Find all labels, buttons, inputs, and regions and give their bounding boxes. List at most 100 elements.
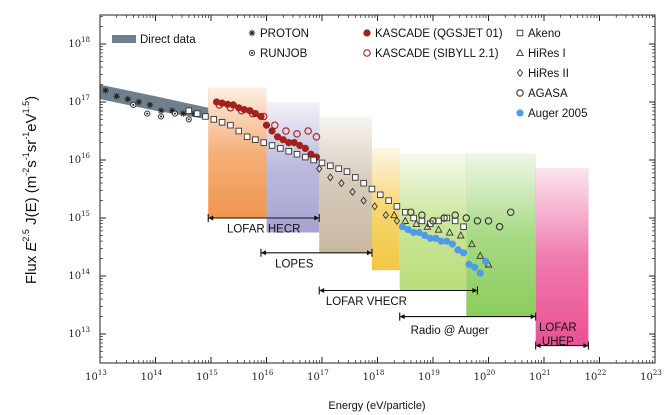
point-akeno-3 [210,116,218,123]
point-akeno-7 [243,133,251,141]
point-hires-ii-1 [327,173,334,182]
region-label-1-0: LOPES [275,258,314,270]
point-kascade-sibyll-2-1--7 [293,130,301,138]
point-kascade-qgsjet-01--4 [235,104,243,112]
legend-marker-6 [516,48,524,57]
point-auger-2005-6 [432,234,440,242]
x-tick-label-16: 1016 [252,369,274,383]
y-axis-title-ev-exp: 1.5 [21,101,31,114]
point-auger-2005-14 [476,269,484,277]
point-hires-ii-3 [349,187,356,197]
point-akeno-12 [285,148,292,155]
point-kascade-sibyll-2-1--2 [237,106,246,115]
point-runjob-2 [157,113,165,120]
point-auger-2005-4 [421,231,429,239]
y-axis-title: Flux E2.5 J(E) (m-2s-1sr-1eV1.5) [21,96,40,284]
point-auger-2005-3 [415,228,423,237]
legend-marker-5 [516,29,524,37]
point-auger-2005-8 [443,237,451,245]
point-akeno-17 [327,162,334,170]
point-hires-i-8 [476,251,485,259]
legend-marker-2 [248,49,256,57]
point-auger-2005-11 [459,249,468,257]
point-proton-4 [146,101,154,109]
y-tick-label-18: 1018 [68,36,90,50]
region-fade-1 [266,102,320,233]
point-akeno-2 [202,113,209,120]
point-hires-i-3 [423,222,432,230]
point-proton-0 [102,87,109,94]
point-proton-1 [113,93,120,100]
point-agasa-1 [418,211,426,219]
point-akeno-15 [310,156,317,164]
point-agasa-0 [407,208,415,216]
x-tick-label-13: 1013 [85,369,107,383]
point-kascade-qgsjet-01--10 [268,127,276,135]
point-akeno-9 [260,139,267,146]
y-axis-title-sr: sr [23,140,40,153]
point-akeno-19 [343,168,351,175]
point-kascade-sibyll-2-1--9 [312,133,321,141]
point-kascade-sibyll-2-1--3 [248,109,257,118]
region-label-0-0: LOFAR HECR [227,224,301,236]
legend-marker-4 [363,49,371,57]
point-kascade-qgsjet-01--3 [229,101,237,109]
legend-marker-9 [516,109,524,117]
region-label-6-0: LOFAR [539,322,577,334]
point-agasa-9 [506,208,515,216]
point-hires-i-0 [390,210,399,219]
x-tick-label-17: 1017 [307,369,329,383]
point-auger-2005-0 [398,223,407,231]
legend-marker-8 [516,89,524,97]
y-axis-title-s: s [23,160,40,168]
point-akeno-1 [193,110,201,117]
legend-label-3: KASCADE (QGSJET 01) [375,28,503,40]
point-kascade-qgsjet-01--13 [285,139,293,147]
point-kascade-sibyll-2-1--8 [304,127,312,135]
point-akeno-23 [377,191,384,199]
point-hires-ii-5 [371,202,378,211]
point-kascade-qgsjet-01--2 [224,100,232,108]
y-tick-label-14: 1014 [68,268,90,282]
region-fade-6 [535,168,589,346]
point-auger-2005-5 [426,234,434,242]
point-auger-2005-13 [471,263,479,271]
y-axis-title-e: E [23,241,40,252]
x-tick-label-23: 1023 [640,369,662,383]
region-label-5-0: Radio @ Auger [411,325,489,337]
region-label-6-1: UHEP [542,336,574,348]
point-kascade-sibyll-2-1--6 [282,127,290,135]
point-kascade-qgsjet-01--0 [212,98,221,106]
point-akeno-5 [227,121,234,129]
region-fade-5 [466,154,536,317]
point-akeno-22 [368,185,376,193]
point-agasa-7 [484,217,493,225]
y-axis-title-flux: Flux [23,252,40,285]
point-proton-2 [124,95,131,103]
y-tick-label-16: 1016 [68,152,90,166]
y-tick-label-15: 1015 [68,210,90,224]
legend-label-6: HiRes I [528,48,566,60]
legend-marker-0 [112,35,136,43]
point-akeno-24 [385,197,392,204]
point-agasa-4 [451,211,459,219]
region-arrows-layer: LOFAR HECR LOPES LOFAR VHECR Radio @ Auger L… [207,214,589,350]
point-akeno-11 [277,145,284,152]
point-auger-2005-9 [448,240,457,248]
y-axis-title-e-exp: 2.5 [21,229,31,242]
point-kascade-qgsjet-01--17 [307,150,315,158]
point-akeno-21 [360,179,367,187]
point-akeno-27 [410,214,417,222]
point-akeno-25 [393,203,401,210]
point-hires-i-6 [456,231,465,239]
point-kascade-qgsjet-01--15 [296,141,304,150]
point-akeno-6 [235,127,242,135]
point-auger-2005-2 [409,228,418,237]
point-runjob-0 [130,101,137,108]
y-axis-title-s-exp: -1 [21,152,31,160]
point-kascade-qgsjet-01--11 [274,133,282,141]
legend-label-8: AGASA [528,88,568,100]
point-akeno-18 [335,165,342,172]
y-axis-title-je: J(E) (m [23,176,40,229]
